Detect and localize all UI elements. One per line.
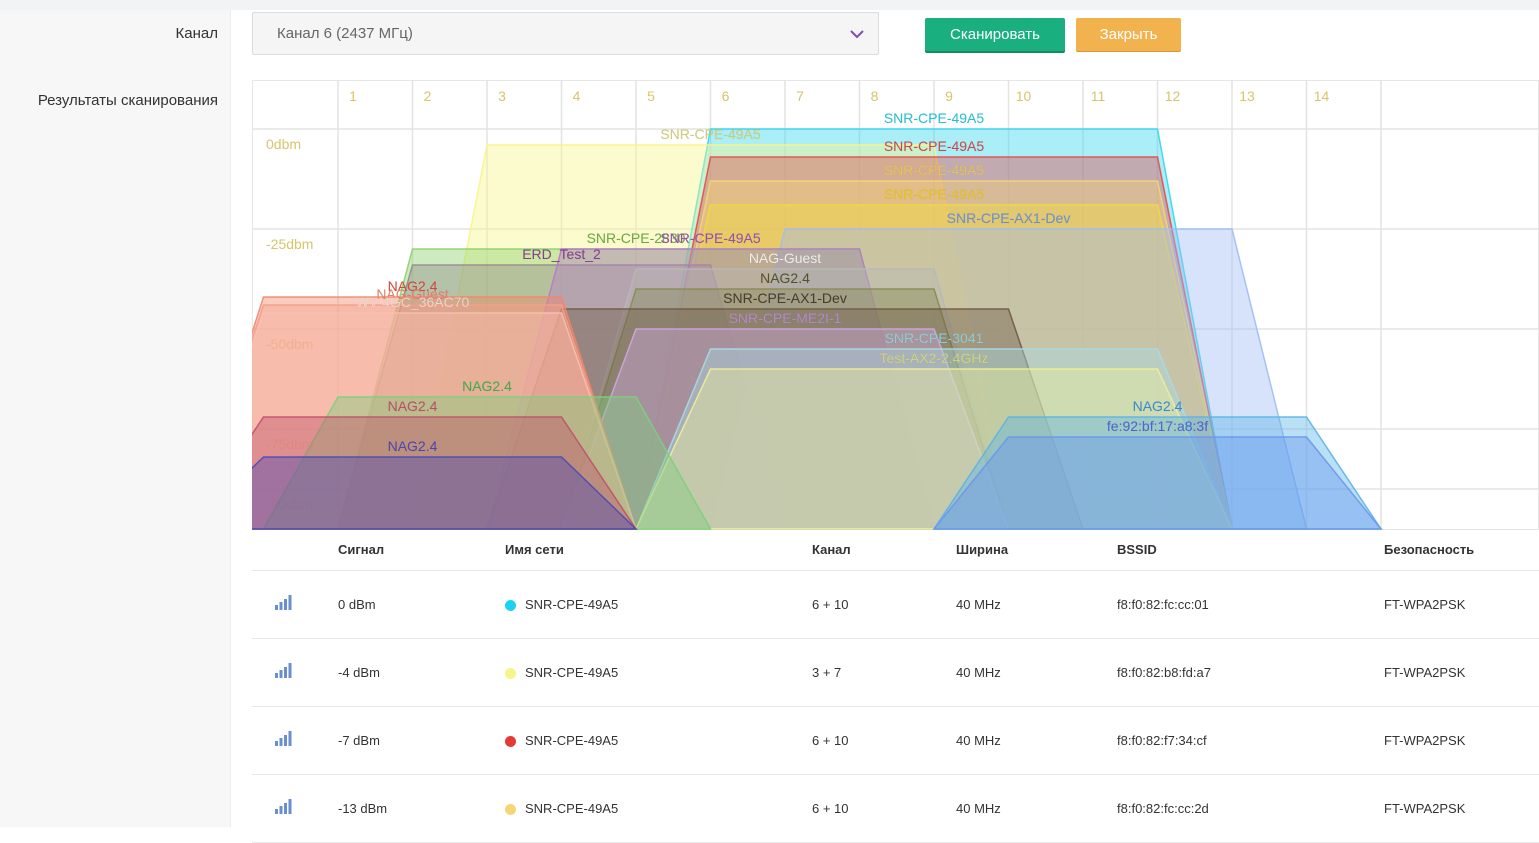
x-tick-label: 2	[424, 88, 432, 104]
signal-strength-icon	[275, 799, 292, 814]
x-tick-label: 11	[1091, 88, 1106, 104]
series-label: NAG2.4	[388, 398, 438, 414]
cell-channel: 6 + 10	[812, 801, 849, 816]
series-label: SNR-CPE-49A5	[884, 186, 985, 202]
cell-channel: 6 + 10	[812, 597, 849, 612]
header-channel[interactable]: Канал	[812, 542, 851, 557]
header-signal[interactable]: Сигнал	[338, 542, 385, 557]
cell-channel: 3 + 7	[812, 665, 842, 680]
cell-ssid: SNR-CPE-49A5	[525, 801, 619, 816]
y-tick-label: -50dbm	[266, 336, 313, 352]
series-label: NAG2.4	[462, 378, 512, 394]
cell-security: FT-WPA2PSK	[1384, 733, 1466, 748]
series-label: ERD_Test_2	[522, 246, 601, 262]
signal-trace	[252, 456, 638, 530]
series-label: SNR-CPE-AX1-Dev	[723, 290, 847, 306]
series-label: NAG2.4	[760, 270, 810, 286]
series-label: fe:92:bf:17:a8:3f	[1107, 418, 1208, 434]
results-label: Результаты сканирования	[37, 92, 218, 109]
signal-trace	[932, 436, 1383, 530]
table-row[interactable]: -13 dBm SNR-CPE-49A5 6 + 10 40 MHz f8:f0…	[252, 775, 1539, 843]
series-label: SNR-CPE-2830	[587, 230, 686, 246]
cell-ssid: SNR-CPE-49A5	[525, 597, 619, 612]
series-label: SNR-CPE-AX1-Dev	[947, 210, 1071, 226]
cell-signal: -13 dBm	[338, 801, 388, 816]
cell-security: FT-WPA2PSK	[1384, 597, 1466, 612]
close-button[interactable]: Закрыть	[1076, 18, 1181, 51]
series-label: NAG2.4	[1133, 398, 1183, 414]
top-bar	[0, 0, 1539, 10]
x-tick-label: 4	[573, 88, 581, 104]
channel-select-value: Канал 6 (2437 МГц)	[277, 25, 413, 42]
x-tick-label: 6	[722, 88, 730, 104]
series-label: NAG-Guest	[749, 250, 821, 266]
cell-signal: -4 dBm	[338, 665, 380, 680]
header-width[interactable]: Ширина	[956, 542, 1009, 557]
network-color-dot	[505, 804, 516, 815]
chevron-down-icon	[850, 30, 864, 39]
header-security[interactable]: Безопасность	[1384, 542, 1475, 557]
series-label: NAG2.4	[388, 278, 438, 294]
series-label: NAG-Guest	[376, 286, 448, 302]
y-tick-label: -25dbm	[266, 236, 313, 252]
series-label: SNR-CPE-ME2I-1	[729, 310, 842, 326]
x-tick-label: 3	[498, 88, 506, 104]
series-label: SNR-CPE-3041	[885, 330, 984, 346]
x-tick-label: 12	[1165, 88, 1181, 104]
y-tick-label: -75dbm	[266, 436, 313, 452]
x-tick-label: 1	[349, 88, 357, 104]
y-tick-label: 0dbm	[266, 136, 301, 152]
cell-signal: 0 dBm	[338, 597, 376, 612]
cell-bssid: f8:f0:82:fc:cc:01	[1117, 597, 1209, 612]
signal-strength-icon	[275, 663, 292, 678]
cell-signal: -7 dBm	[338, 733, 380, 748]
cell-bssid: f8:f0:82:f7:34:cf	[1117, 733, 1207, 748]
cell-width: 40 MHz	[956, 665, 1001, 680]
network-color-dot	[505, 600, 516, 611]
scan-results-table: Сигнал Имя сети Канал Ширина BSSID Безоп…	[252, 530, 1539, 843]
signal-strength-icon	[275, 731, 292, 746]
header-bssid[interactable]: BSSID	[1117, 542, 1157, 557]
series-label: NAG2.4	[388, 438, 438, 454]
x-tick-label: 10	[1016, 88, 1032, 104]
table-row[interactable]: 0 dBm SNR-CPE-49A5 6 + 10 40 MHz f8:f0:8…	[252, 571, 1539, 639]
series-label: SNR-CPE-49A5	[660, 230, 761, 246]
series-label: SNR-CPE-49A5	[884, 138, 985, 154]
table-header: Сигнал Имя сети Канал Ширина BSSID Безоп…	[252, 530, 1539, 571]
cell-security: FT-WPA2PSK	[1384, 665, 1466, 680]
cell-width: 40 MHz	[956, 733, 1001, 748]
series-label: Test-AX2-2.4GHz	[880, 350, 989, 366]
y-tick-label: -90dbm	[266, 496, 313, 512]
x-tick-label: 8	[871, 88, 879, 104]
sidebar	[0, 10, 231, 827]
cell-channel: 6 + 10	[812, 733, 849, 748]
table-row[interactable]: -4 dBm SNR-CPE-49A5 3 + 7 40 MHz f8:f0:8…	[252, 639, 1539, 707]
series-label: SNR-CPE-49A5	[884, 110, 985, 126]
cell-bssid: f8:f0:82:b8:fd:a7	[1117, 665, 1211, 680]
network-color-dot	[505, 668, 516, 679]
cell-width: 40 MHz	[956, 801, 1001, 816]
cell-ssid: SNR-CPE-49A5	[525, 733, 619, 748]
cell-security: FT-WPA2PSK	[1384, 801, 1466, 816]
header-ssid[interactable]: Имя сети	[505, 542, 564, 557]
network-color-dot	[505, 736, 516, 747]
x-tick-label: 7	[796, 88, 804, 104]
scan-chart: 1 2 3 4 5 6 7 8 9 10 11 12 13 140dbm-25dbm-50dbm-75db…	[252, 80, 1539, 530]
x-tick-label: 9	[945, 88, 953, 104]
x-tick-label: 5	[647, 88, 655, 104]
series-label: WV 4GC_36AC70	[356, 294, 470, 310]
table-row[interactable]: -7 dBm SNR-CPE-49A5 6 + 10 40 MHz f8:f0:…	[252, 707, 1539, 775]
cell-width: 40 MHz	[956, 597, 1001, 612]
x-tick-label: 14	[1314, 88, 1330, 104]
series-label: SNR-CPE-49A5	[884, 162, 985, 178]
cell-ssid: SNR-CPE-49A5	[525, 665, 619, 680]
channel-select[interactable]: Канал 6 (2437 МГц)	[252, 12, 879, 55]
x-tick-label: 13	[1239, 88, 1255, 104]
series-label: SNR-CPE-49A5	[660, 126, 761, 142]
scan-button[interactable]: Сканировать	[925, 18, 1065, 51]
channel-label: Канал	[175, 25, 218, 42]
cell-bssid: f8:f0:82:fc:cc:2d	[1117, 801, 1209, 816]
signal-strength-icon	[275, 595, 292, 610]
